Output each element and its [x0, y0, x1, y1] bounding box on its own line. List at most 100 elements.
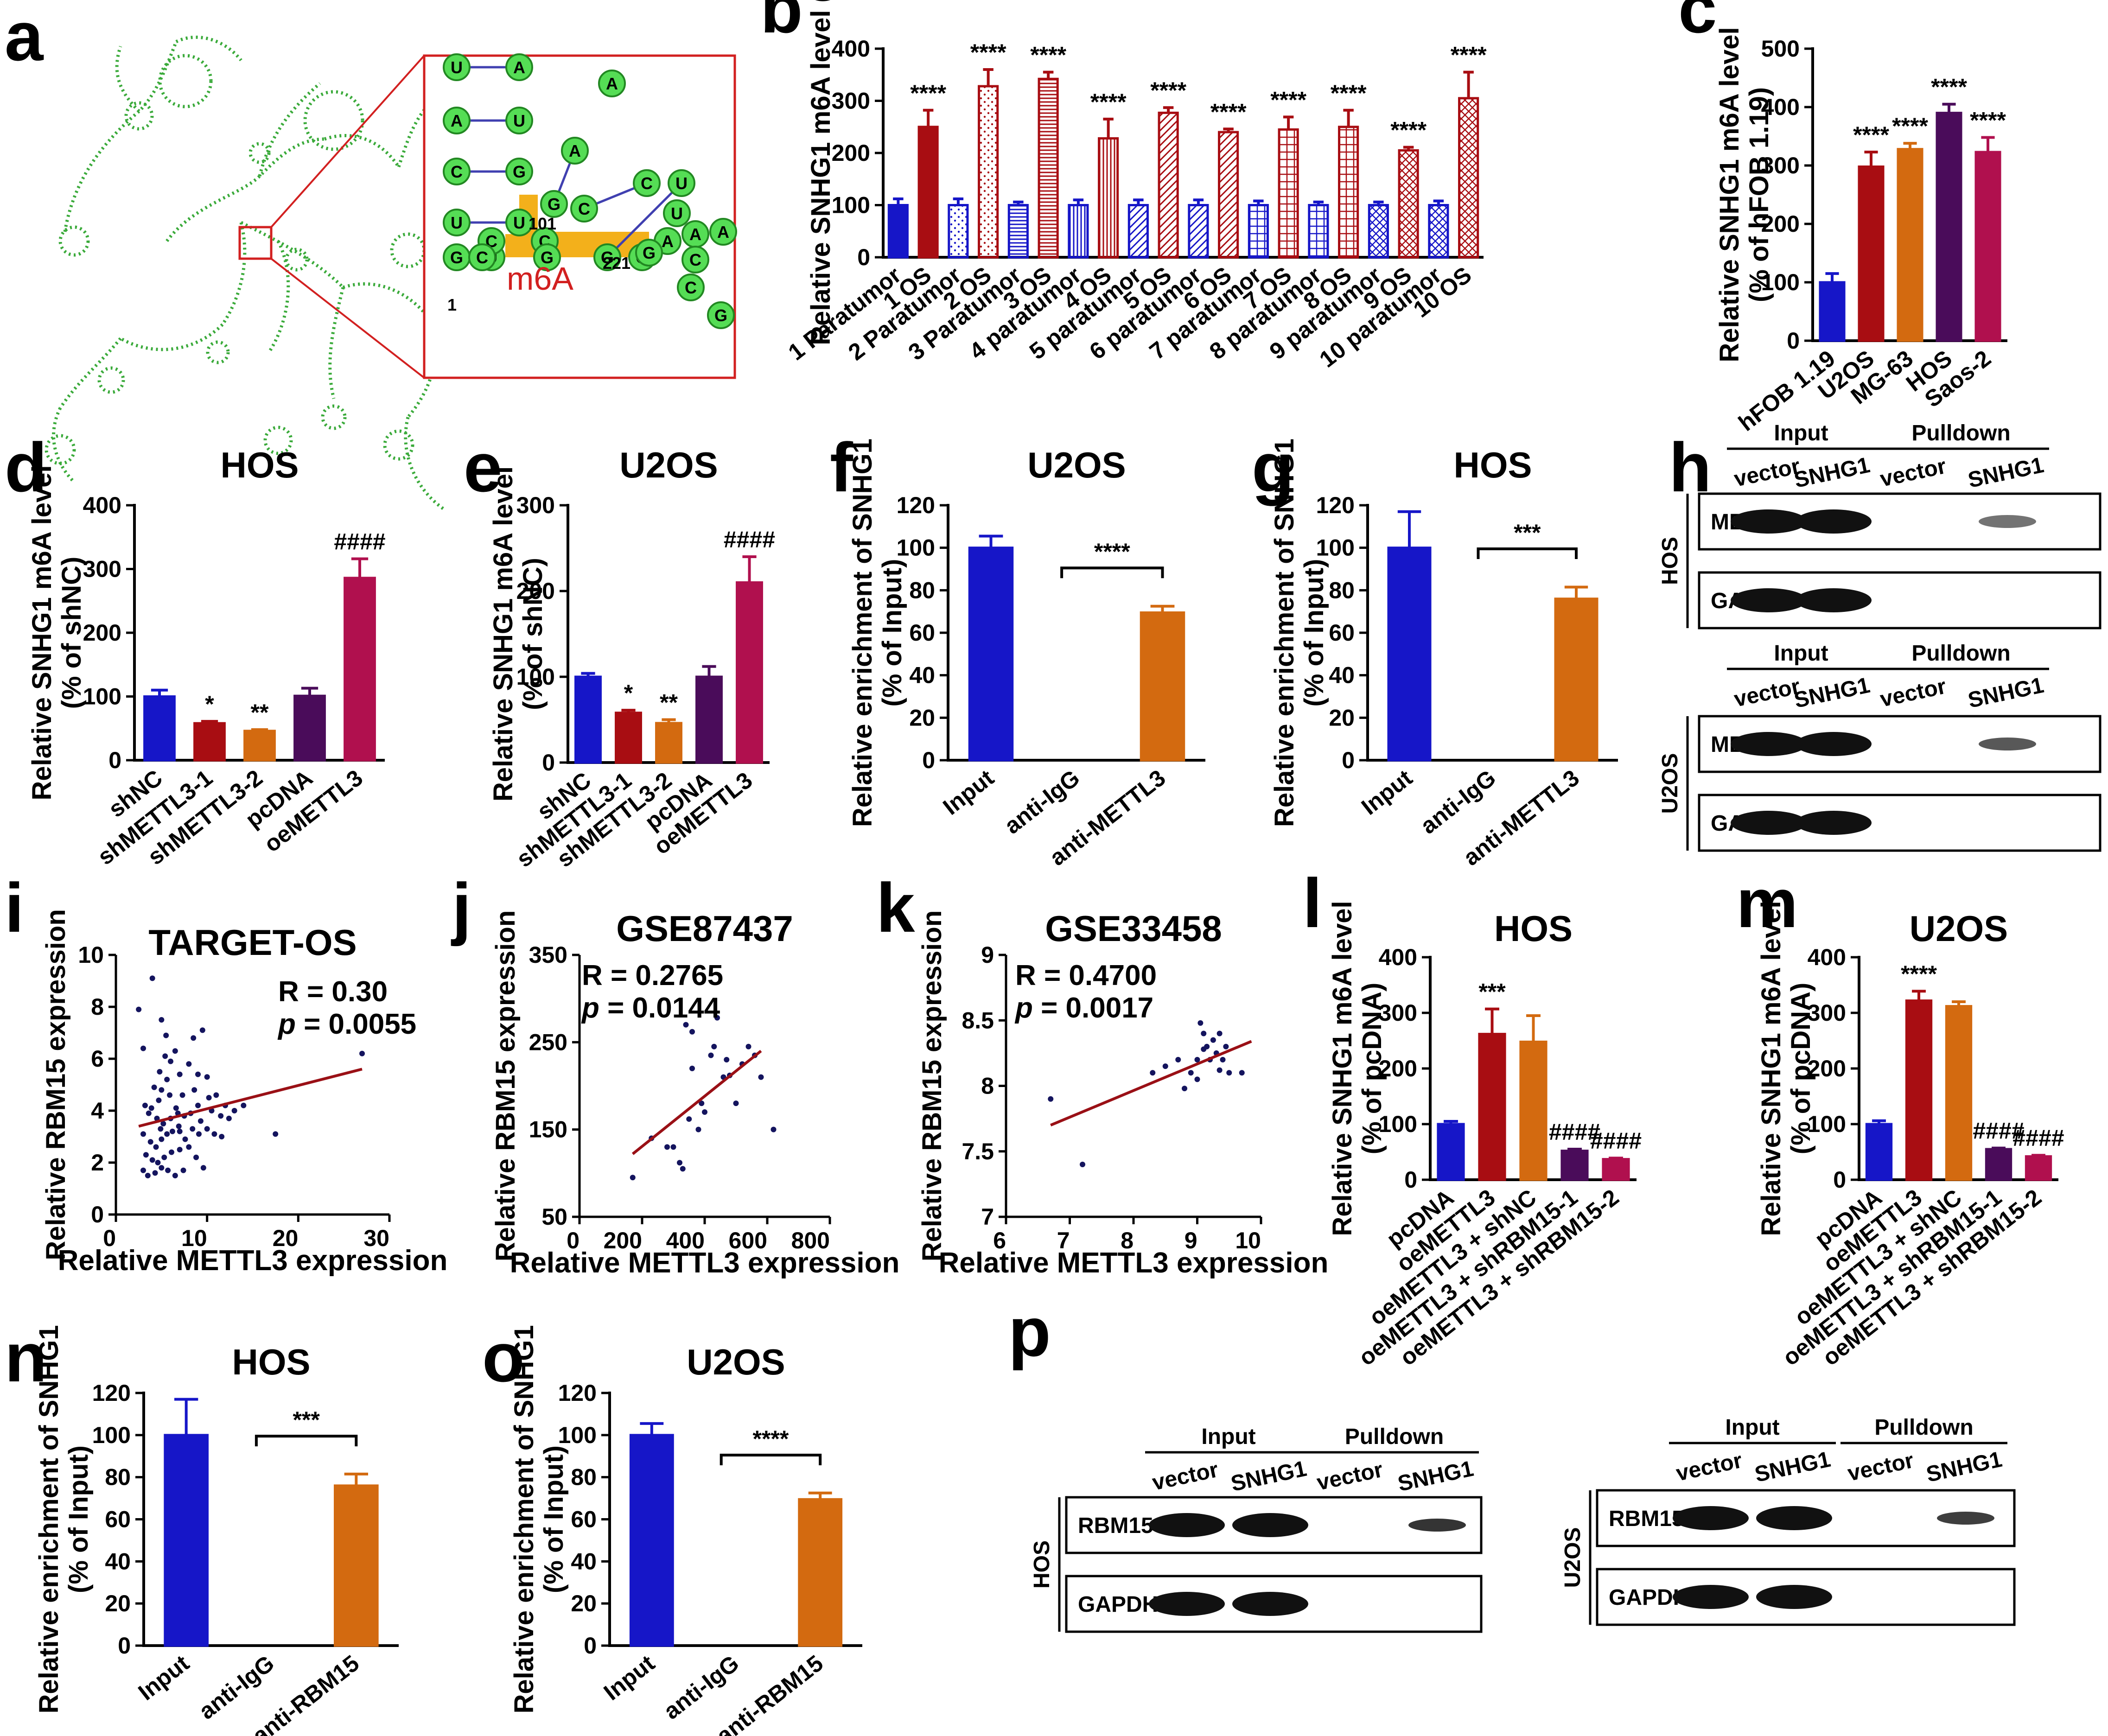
data-point — [158, 1126, 164, 1132]
panel-d: d HOS Relative SNHG1 m6A level (% of shNC) 0… — [5, 428, 386, 870]
data-point — [165, 1167, 171, 1173]
data-point — [176, 1123, 182, 1129]
data-point — [140, 1131, 146, 1137]
data-point — [169, 1128, 175, 1134]
bar — [978, 85, 999, 259]
significance-label: **** — [1030, 42, 1066, 68]
lane-label: vector — [1878, 674, 1949, 712]
western-band — [1149, 1513, 1225, 1537]
nucleotide-letter: G — [541, 248, 554, 267]
y-tick-label: 0 — [108, 747, 121, 773]
y-tick-label: 120 — [1316, 492, 1355, 518]
y-axis-label: Relative SNHG1 m6A level — [488, 466, 518, 801]
x-tick-label: 0 — [103, 1225, 116, 1251]
nucleotide — [707, 301, 735, 329]
nucleotide — [468, 243, 496, 271]
rna-strand — [324, 134, 400, 168]
y-axis-unit-label: (% of Input) — [1299, 559, 1329, 707]
y-tick-label: 300 — [516, 492, 555, 518]
rna-loop — [206, 340, 230, 364]
data-point — [161, 1154, 167, 1160]
correlation-r: R = 0.4700 — [1015, 960, 1157, 992]
data-point — [758, 1074, 764, 1080]
significance-bracket — [1060, 566, 1164, 579]
data-point — [745, 1043, 751, 1049]
data-point — [1188, 1070, 1194, 1076]
lane-label: SNHG1 — [1924, 1447, 2004, 1487]
lane-label: SNHG1 — [1395, 1456, 1476, 1496]
bar — [1897, 148, 1923, 342]
significance-label: #### — [334, 529, 385, 555]
data-point — [664, 1144, 670, 1150]
data-point — [159, 1017, 165, 1023]
y-tick-label: 100 — [1808, 1111, 1846, 1137]
data-point — [1216, 1067, 1223, 1073]
data-point — [683, 1022, 689, 1028]
blot-header: Input — [1774, 641, 1828, 666]
panel-label: p — [1008, 1293, 1051, 1371]
bar — [1158, 111, 1179, 259]
nucleotide — [668, 169, 695, 197]
lane-label: vector — [1732, 454, 1802, 492]
x-tick-label: 800 — [791, 1227, 830, 1253]
significance-label: **** — [1090, 89, 1127, 115]
y-axis-unit-label: (% of pcDNA) — [1786, 983, 1816, 1155]
lane-label: vector — [1878, 454, 1949, 492]
data-point — [714, 1015, 720, 1021]
chart-title: TARGET-OS — [148, 922, 357, 963]
data-point — [1194, 1057, 1200, 1062]
lane-label: SNHG1 — [1752, 1447, 1833, 1487]
data-point — [241, 1102, 247, 1108]
y-axis-unit-label: (% of Input) — [539, 1445, 569, 1593]
nucleotide — [709, 218, 737, 246]
regression-line — [1050, 1040, 1252, 1127]
bar — [968, 547, 1014, 762]
significance-label: **** — [1390, 117, 1427, 143]
nucleotide-letter: U — [513, 111, 525, 130]
data-point — [273, 1131, 279, 1137]
data-point — [173, 1105, 179, 1111]
y-tick-label: 0 — [91, 1202, 104, 1227]
y-tick-label: 150 — [529, 1117, 567, 1143]
data-point — [689, 1065, 695, 1071]
y-axis-label: Relative SNHG1 m6A level — [27, 465, 57, 800]
y-tick-label: 40 — [909, 662, 935, 688]
data-point — [1223, 1043, 1229, 1049]
bar — [798, 1498, 843, 1647]
western-band — [1796, 732, 1872, 756]
y-tick-label: 100 — [1379, 1111, 1417, 1137]
data-point — [699, 1100, 705, 1106]
bar — [1398, 149, 1419, 259]
bar — [1985, 1148, 2012, 1181]
p-value: p = 0.0055 — [277, 1008, 416, 1040]
significance-label: ** — [660, 690, 678, 716]
bar — [164, 1434, 209, 1647]
panel-label: g — [1252, 428, 1294, 506]
x-tick-label: Input — [1357, 764, 1417, 820]
y-axis-unit-label: (% of pcDNA) — [1357, 983, 1387, 1155]
y-tick-label: 8 — [91, 994, 104, 1020]
data-point — [196, 1131, 202, 1137]
western-band — [1731, 509, 1807, 534]
p-value: p = 0.0144 — [581, 992, 720, 1024]
nucleotide — [598, 70, 626, 97]
data-point — [168, 1058, 173, 1064]
rna-strand — [175, 35, 242, 62]
y-tick-label: 100 — [558, 1422, 597, 1448]
y-tick-label: 0 — [1787, 328, 1800, 354]
data-point — [186, 1061, 192, 1067]
y-tick-label: 80 — [1329, 577, 1355, 603]
x-tick-label: 7 — [1057, 1227, 1070, 1253]
data-point — [191, 1087, 197, 1093]
data-point — [733, 1100, 739, 1106]
nucleotide-letter: C — [641, 174, 653, 193]
base-pair — [606, 182, 682, 258]
significance-label: **** — [970, 39, 1006, 65]
y-tick-label: 400 — [83, 492, 121, 518]
lane-label: SNHG1 — [1966, 453, 2046, 493]
data-point — [160, 1121, 166, 1126]
chart-title: HOS — [1453, 445, 1532, 485]
nucleotide — [635, 239, 663, 267]
nucleotide — [593, 243, 621, 271]
x-tick-label: anti-IgG — [194, 1650, 279, 1724]
